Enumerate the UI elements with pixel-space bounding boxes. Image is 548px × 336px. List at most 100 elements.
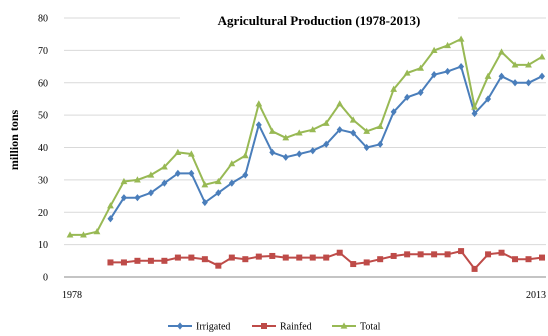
legend-item-irrigated: Irrigated	[168, 322, 230, 333]
legend-item-rainfed: Rainfed	[252, 322, 312, 333]
data-point	[309, 147, 316, 155]
data-point	[255, 121, 262, 129]
data-point	[485, 251, 492, 258]
data-point	[512, 79, 519, 87]
data-point	[336, 126, 343, 134]
data-point	[377, 256, 384, 263]
data-point	[458, 248, 465, 255]
series-irrigated	[107, 62, 545, 223]
series-rainfed	[107, 248, 545, 272]
data-point	[120, 194, 127, 202]
data-point	[255, 253, 262, 260]
data-point	[340, 322, 348, 329]
data-point	[403, 69, 411, 76]
data-point	[228, 160, 236, 167]
data-point	[390, 252, 397, 259]
data-point	[498, 72, 505, 80]
data-point	[107, 215, 114, 223]
data-point	[161, 179, 168, 187]
data-point	[458, 62, 465, 71]
data-point	[261, 323, 267, 329]
data-point	[107, 259, 114, 266]
data-point	[498, 249, 505, 256]
data-point	[282, 254, 289, 261]
data-point	[471, 265, 478, 272]
data-point	[444, 67, 451, 76]
legend-item-total: Total	[332, 322, 381, 333]
data-point	[295, 129, 303, 136]
data-point	[444, 41, 451, 49]
data-point	[161, 257, 168, 264]
data-point	[147, 189, 154, 197]
data-point	[177, 322, 183, 330]
data-point	[174, 169, 181, 177]
data-point	[66, 231, 74, 238]
series-total	[66, 35, 546, 238]
y-tick-label: 20	[38, 208, 48, 219]
data-point	[241, 151, 249, 159]
data-point	[161, 163, 168, 170]
data-point	[404, 93, 411, 101]
legend: Irrigated Rainfed Total	[168, 322, 381, 333]
y-tick-label: 30	[38, 175, 48, 186]
data-point	[323, 140, 330, 148]
legend-label: Irrigated	[196, 322, 230, 333]
data-point	[268, 127, 276, 134]
x-tick-label-start: 1978	[62, 290, 82, 301]
data-point	[187, 150, 195, 157]
data-point	[430, 46, 438, 53]
data-point	[511, 61, 519, 68]
data-point	[390, 108, 397, 116]
data-point	[242, 171, 249, 179]
y-tick-label: 50	[38, 111, 48, 122]
data-point	[525, 256, 532, 263]
data-point	[174, 148, 182, 155]
data-point	[242, 256, 249, 263]
data-point	[201, 181, 209, 188]
data-point	[525, 79, 532, 87]
data-point	[80, 231, 87, 238]
data-point	[525, 61, 532, 68]
data-point	[377, 140, 384, 148]
title-background	[180, 10, 458, 32]
data-point	[215, 262, 222, 269]
data-point	[228, 179, 235, 187]
series-layer	[66, 35, 546, 272]
series-line	[70, 38, 543, 236]
y-tick-label: 80	[38, 14, 48, 25]
chart-title: Agricultural Production (1978-2013)	[218, 13, 421, 28]
legend-label: Total	[360, 322, 381, 333]
data-point	[134, 194, 141, 202]
y-axis-label: million tons	[7, 110, 21, 171]
data-point	[188, 169, 195, 177]
data-point	[431, 71, 438, 79]
data-point	[485, 95, 492, 103]
data-point	[390, 85, 398, 92]
data-point	[201, 256, 208, 263]
data-point	[93, 228, 101, 235]
data-point	[431, 251, 438, 258]
data-point	[471, 109, 478, 118]
y-tick-labels: 0 10 20 30 40 50 60 70 80	[38, 14, 48, 284]
data-point	[417, 88, 424, 97]
data-point	[255, 100, 263, 107]
data-point	[471, 103, 478, 110]
y-tick-label: 70	[38, 46, 48, 57]
data-point	[228, 254, 235, 261]
data-point	[296, 254, 303, 261]
data-point	[417, 64, 425, 71]
gridlines	[64, 17, 546, 278]
data-point	[457, 35, 465, 42]
data-point	[539, 72, 545, 80]
data-point	[404, 251, 411, 258]
data-point	[296, 150, 303, 158]
data-point	[188, 254, 195, 261]
data-point	[336, 100, 344, 107]
data-point	[349, 116, 357, 123]
data-point	[120, 259, 127, 266]
data-point	[147, 257, 154, 264]
data-point	[512, 256, 519, 263]
data-point	[201, 198, 208, 207]
data-point	[107, 202, 114, 209]
